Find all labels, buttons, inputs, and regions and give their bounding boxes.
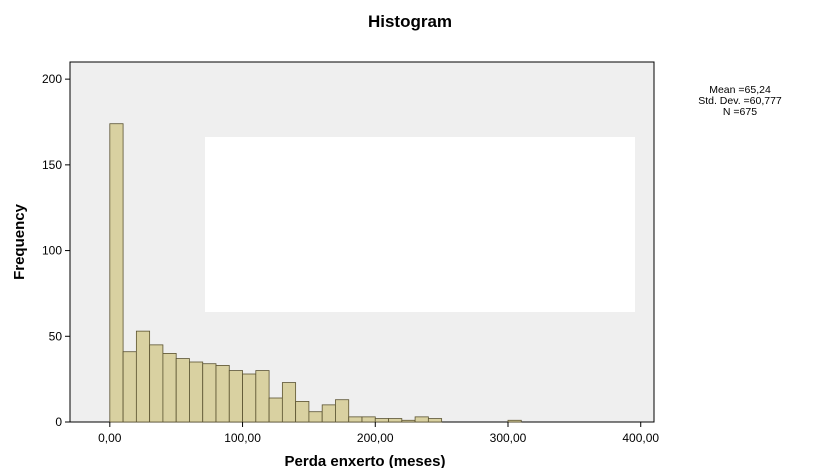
histogram-bar	[295, 401, 310, 423]
chart-title: Histogram	[368, 12, 452, 31]
y-tick-label: 150	[42, 158, 62, 172]
histogram-bar	[281, 382, 297, 423]
histogram-bar	[162, 353, 177, 423]
histogram-bar	[335, 399, 350, 423]
x-tick-label: 200,00	[357, 431, 394, 445]
histogram-bar	[361, 416, 376, 423]
x-tick-label: 0,00	[98, 431, 122, 445]
y-tick-label: 0	[55, 415, 62, 429]
histogram-bar	[401, 419, 416, 423]
x-axis-label: Perda enxerto (meses)	[285, 453, 446, 468]
x-tick-label: 300,00	[490, 431, 527, 445]
histogram-bar	[255, 370, 270, 423]
histogram-bar	[228, 370, 243, 423]
occluding-box	[205, 137, 635, 312]
histogram-bar	[122, 351, 137, 423]
histogram-bar	[427, 418, 443, 423]
stats-mean: Mean =65,24	[709, 84, 771, 96]
histogram-bar	[215, 365, 230, 423]
histogram-bar	[109, 123, 124, 423]
histogram-bar	[348, 416, 363, 423]
histogram-bars	[109, 123, 522, 423]
x-tick-label: 100,00	[224, 431, 261, 445]
histogram-bar	[149, 344, 164, 423]
y-tick-label: 200	[42, 72, 62, 86]
stats-std-dev: Std. Dev. =60,777	[698, 95, 782, 107]
histogram-bar	[268, 397, 283, 423]
histogram-bar	[374, 418, 389, 423]
x-tick-label: 400,00	[622, 431, 659, 445]
histogram-bar	[175, 358, 190, 423]
y-tick-label: 50	[49, 329, 63, 343]
histogram-bar	[242, 373, 257, 423]
y-tick-label: 100	[42, 244, 62, 258]
histogram-bar	[507, 419, 522, 423]
x-axis: 0,00 100,00 200,00 300,00 400,00	[98, 422, 659, 445]
stats-n: N =675	[723, 106, 757, 118]
histogram-bar	[202, 363, 217, 423]
histogram-bar	[189, 361, 204, 423]
histogram-bar	[388, 418, 403, 423]
y-axis-label: Frequency	[11, 203, 28, 280]
y-axis: 0 50 100 150 200	[42, 72, 70, 429]
histogram-bar	[308, 411, 323, 423]
histogram-bar	[414, 416, 429, 423]
histogram-bar	[135, 330, 151, 423]
histogram-bar	[321, 404, 336, 423]
